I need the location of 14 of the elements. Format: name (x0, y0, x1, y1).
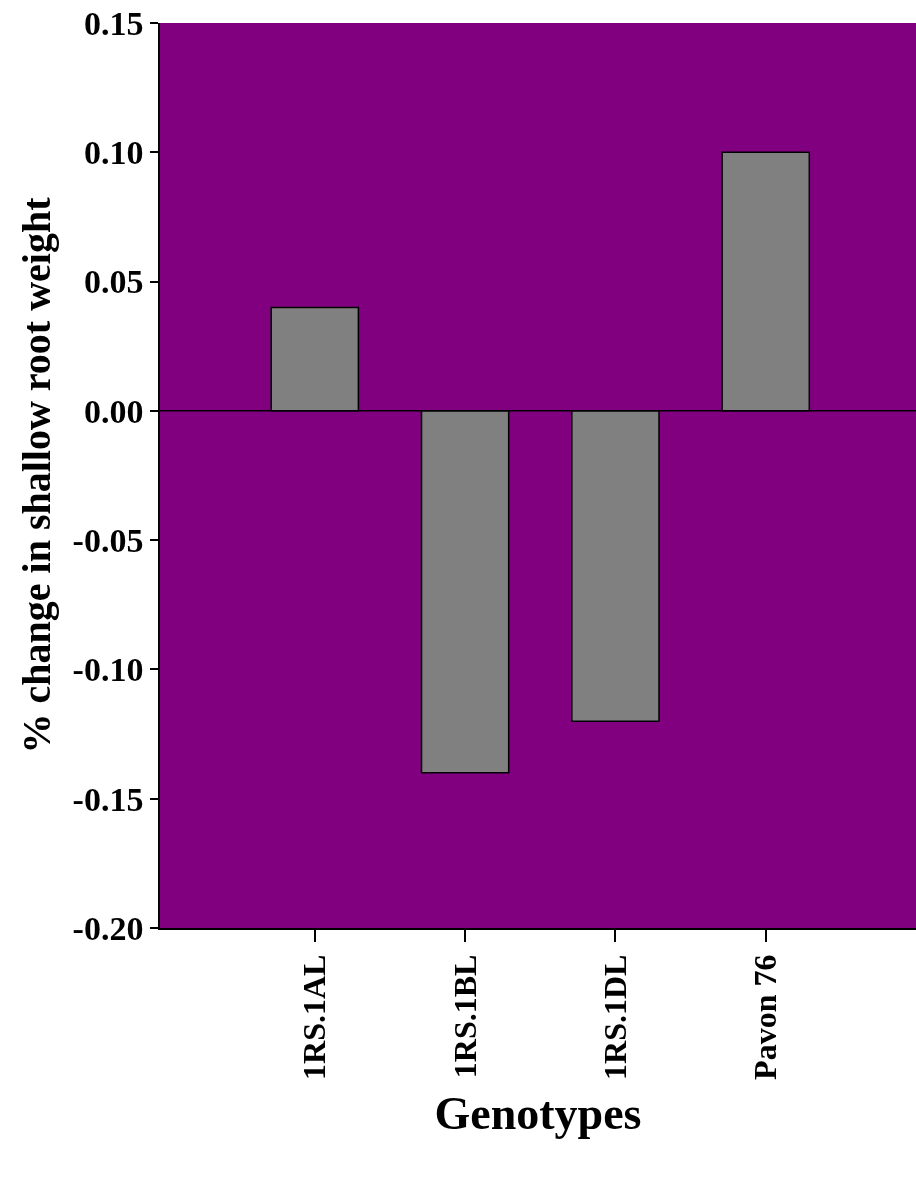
y-tick-label: -0.15 (72, 780, 144, 818)
y-tick-label: 0.15 (83, 4, 144, 42)
x-tick-label: 1RS.1BL (446, 954, 483, 1079)
x-tick-label: 1RS.1AL (296, 954, 333, 1080)
y-axis-title: % change in shallow root weight (13, 196, 59, 754)
y-tick-label: 0.05 (83, 263, 144, 301)
x-axis-title: Genotypes (434, 1088, 642, 1140)
x-tick-label: 1RS.1DL (596, 954, 633, 1080)
y-tick-label: -0.05 (72, 522, 144, 560)
x-tick-label: Pavon 76 (747, 954, 784, 1080)
y-tick-label: -0.10 (72, 651, 144, 689)
y-tick-label: 0.10 (83, 134, 144, 172)
y-tick-label: 0.00 (83, 392, 144, 430)
y-tick-label: -0.20 (72, 909, 144, 947)
